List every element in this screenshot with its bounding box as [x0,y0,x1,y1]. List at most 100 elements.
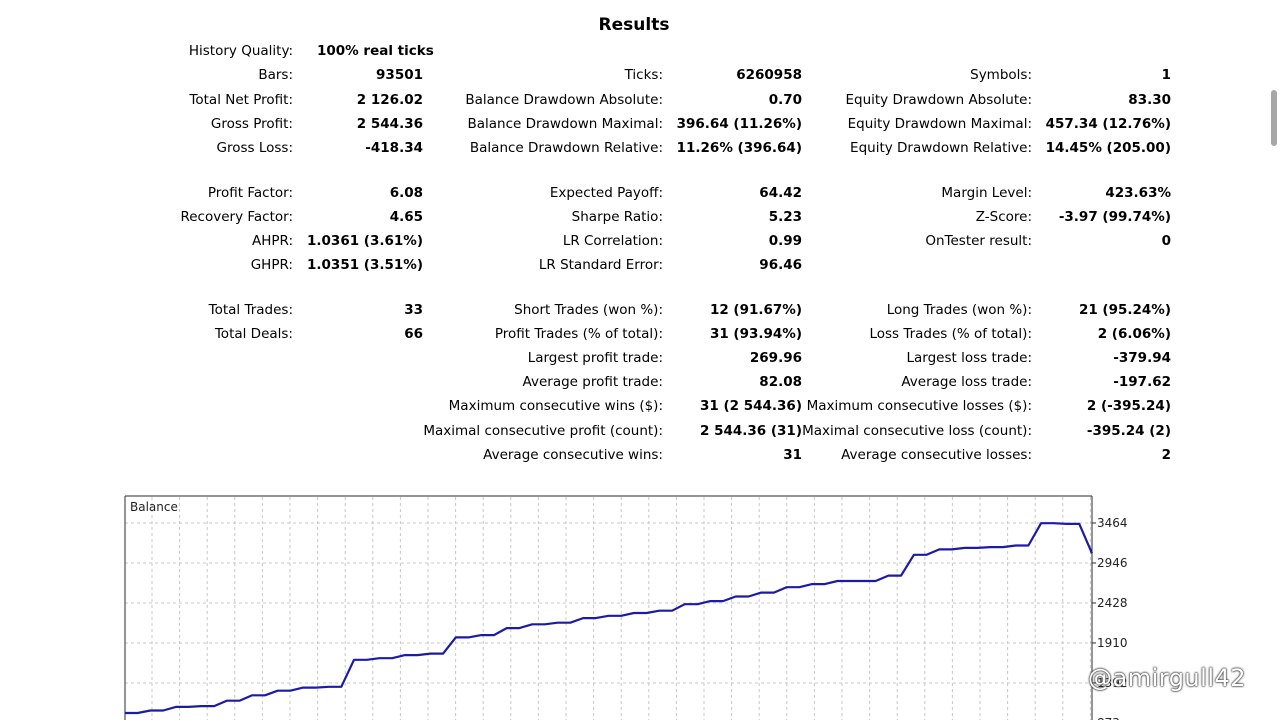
stat-label: Maximum consecutive wins ($): [448,398,663,414]
stat-label: Profit Factor: [207,185,293,201]
stats-row: Gross Loss: -418.34 Balance Drawdown Relat… [0,137,1200,159]
stat-value: -418.34 [365,140,423,156]
y-tick-label: 1910 [1097,636,1128,650]
stat-value: -379.94 [1113,350,1171,366]
stat-value: 4.65 [389,209,423,225]
stat-label: Equity Drawdown Absolute: [845,92,1032,108]
stat-label: Average consecutive wins: [483,447,663,463]
stat-label: Equity Drawdown Relative: [850,140,1032,156]
scrollbar[interactable] [1268,0,1280,720]
stat-label: Maximal consecutive profit (count): [423,423,663,439]
stat-value: -197.62 [1113,374,1171,390]
stats-row: Largest profit trade: 269.96 Largest loss … [0,347,1200,369]
stats-row: Profit Factor: 6.08 Expected Payoff: 64.42 M… [0,182,1200,204]
y-tick-label: 873 [1097,716,1120,720]
stat-label: Gross Profit: [210,116,293,132]
stat-label: Recovery Factor: [180,209,293,225]
chart-title: Balance [130,500,178,514]
stat-value: 93501 [376,67,423,83]
stat-value: 0.70 [768,92,802,108]
stats-row: Total Net Profit: 2 126.02 Balance Drawdow… [0,89,1200,111]
stat-label: Average consecutive losses: [841,447,1032,463]
stat-label: Expected Payoff: [549,185,663,201]
watermark: @amirgull42 [1088,664,1247,692]
stat-label: Largest profit trade: [527,350,663,366]
stat-value: 0 [1161,233,1171,249]
stats-row: Total Deals: 66 Profit Trades (% of total)… [0,323,1200,345]
stat-value: 6.08 [389,185,423,201]
stat-label: Total Deals: [214,326,293,342]
stat-value: 33 [404,302,423,318]
stats-row: Recovery Factor: 4.65 Sharpe Ratio: 5.23 Z-S… [0,206,1200,228]
stat-label: Maximal consecutive loss (count): [802,423,1032,439]
y-tick-label: 1392 [1097,676,1128,690]
stat-value: 2 [1161,447,1171,463]
stat-label: LR Standard Error: [538,257,663,273]
history-quality-label: History Quality: [188,43,293,59]
stat-label: Total Trades: [208,302,293,318]
stat-label: Balance Drawdown Relative: [469,140,663,156]
stat-label: Gross Loss: [216,140,294,156]
stat-label: Loss Trades (% of total): [869,326,1032,342]
stats-row: AHPR: 1.0361 (3.61%) LR Correlation: 0.99 On… [0,230,1200,252]
stat-value: 0.99 [768,233,802,249]
stat-label: Average loss trade: [901,374,1032,390]
stat-label: Ticks: [624,67,663,83]
stat-label: Profit Trades (% of total): [494,326,663,342]
stat-value: 1.0361 (3.61%) [307,233,423,249]
stat-value: 396.64 (11.26%) [676,116,802,132]
stat-value: 2 (6.06%) [1097,326,1171,342]
stat-value: 5.23 [768,209,802,225]
stats-row: Bars: 93501 Ticks: 6260958 Symbols: 1 [0,64,1200,86]
history-quality-value: 100% real ticks [317,43,434,59]
stat-value: 2 126.02 [356,92,423,108]
plot-area [125,496,1092,724]
stat-label: Bars: [258,67,293,83]
stat-label: Symbols: [970,67,1032,83]
stat-value: 83.30 [1128,92,1171,108]
stat-label: Average profit trade: [522,374,663,390]
stats-row: Total Trades: 33 Short Trades (won %): 12 (… [0,299,1200,321]
stat-value: 269.96 [749,350,802,366]
stat-value: 66 [404,326,423,342]
y-tick-label: 2428 [1097,596,1128,610]
stat-label: Equity Drawdown Maximal: [847,116,1032,132]
stat-label: Short Trades (won %): [514,302,663,318]
stat-label: LR Correlation: [562,233,663,249]
stat-label: Total Net Profit: [189,92,293,108]
stat-value: 2 544.36 (31) [699,423,802,439]
stat-value: 64.42 [759,185,802,201]
stat-value: 31 [783,447,802,463]
y-tick-label: 3464 [1097,516,1128,530]
stat-value: 31 (93.94%) [709,326,802,342]
stats-row: Maximum consecutive wins ($): 31 (2 544.3… [0,395,1200,417]
stat-label: Balance Drawdown Maximal: [467,116,664,132]
stat-value: 14.45% (205.00) [1045,140,1171,156]
page-title: Results [598,15,670,35]
stats-row: Maximal consecutive profit (count): 2 544… [0,420,1200,442]
scrollbar-thumb[interactable] [1271,90,1277,146]
stat-value: 2 (-395.24) [1086,398,1171,414]
stat-label: Sharpe Ratio: [571,209,663,225]
stat-value: 12 (91.67%) [709,302,802,318]
stat-label: Long Trades (won %): [886,302,1032,318]
balance-line [125,522,1094,715]
history-quality-row: History Quality: 100% real ticks [0,40,1200,62]
stat-value: -3.97 (99.74%) [1058,209,1171,225]
stat-label: Margin Level: [941,185,1032,201]
stat-label: OnTester result: [925,233,1032,249]
stat-value: 82.08 [759,374,802,390]
stats-row: Gross Profit: 2 544.36 Balance Drawdown Ma… [0,113,1200,135]
stat-label: Z-Score: [975,209,1032,225]
stat-value: 11.26% (396.64) [676,140,802,156]
stat-label: Balance Drawdown Absolute: [465,92,663,108]
stat-value: 96.46 [759,257,802,273]
y-tick-label: 2946 [1097,556,1128,570]
stat-label: AHPR: [251,233,293,249]
stat-value: 1.0351 (3.51%) [307,257,423,273]
stat-label: GHPR: [250,257,293,273]
stats-row: Average profit trade: 82.08 Average loss t… [0,371,1200,393]
stat-value: 2 544.36 [356,116,423,132]
